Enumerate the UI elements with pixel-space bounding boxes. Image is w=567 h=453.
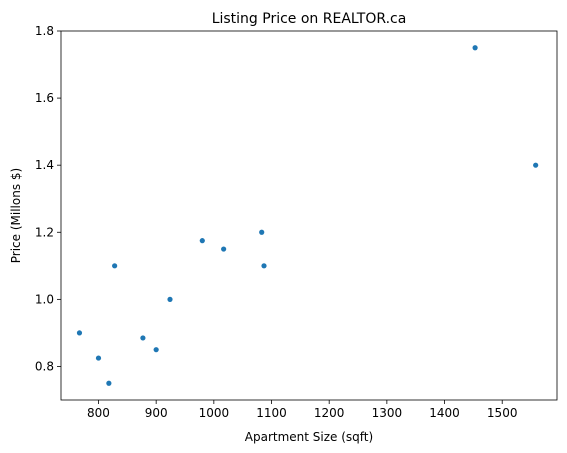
- x-axis-ticks: 800 900 1000 1100 1200 1300 1400 1500: [87, 400, 517, 420]
- y-tick-label: 1.0: [35, 292, 54, 306]
- x-tick-label: 1500: [487, 406, 518, 420]
- data-point: [199, 238, 205, 244]
- y-tick-label: 1.6: [35, 91, 54, 105]
- data-point: [95, 355, 102, 361]
- x-tick-label: 1100: [256, 406, 287, 420]
- data-points: [76, 45, 539, 386]
- x-tick-label: 900: [145, 406, 168, 420]
- x-tick-label: 1300: [372, 406, 403, 420]
- y-tick-label: 1.2: [35, 225, 54, 239]
- data-point: [153, 347, 159, 353]
- data-point: [112, 263, 118, 269]
- y-axis-label: Price (Millons $): [9, 168, 23, 263]
- chart-title: Listing Price on REALTOR.ca: [212, 11, 407, 27]
- x-tick-label: 1200: [314, 406, 345, 420]
- x-tick-label: 1400: [429, 406, 460, 420]
- y-tick-label: 0.8: [35, 359, 54, 373]
- y-axis-ticks: 0.8 1.0 1.2 1.4 1.6 1.8: [35, 24, 61, 373]
- data-point: [472, 45, 478, 51]
- data-point: [261, 263, 267, 269]
- y-tick-label: 1.4: [35, 158, 54, 172]
- data-point: [221, 246, 227, 252]
- plot-area: [60, 30, 558, 401]
- data-point: [106, 380, 112, 386]
- plot-frame: [60, 30, 558, 401]
- data-point: [140, 335, 146, 341]
- x-tick-label: 1000: [199, 406, 230, 420]
- y-tick-label: 1.8: [35, 24, 54, 38]
- data-point: [533, 162, 539, 168]
- data-point: [167, 296, 173, 302]
- data-point: [76, 330, 83, 336]
- x-axis-label: Apartment Size (sqft): [245, 430, 373, 444]
- data-point: [259, 229, 265, 235]
- x-tick-label: 800: [87, 406, 110, 420]
